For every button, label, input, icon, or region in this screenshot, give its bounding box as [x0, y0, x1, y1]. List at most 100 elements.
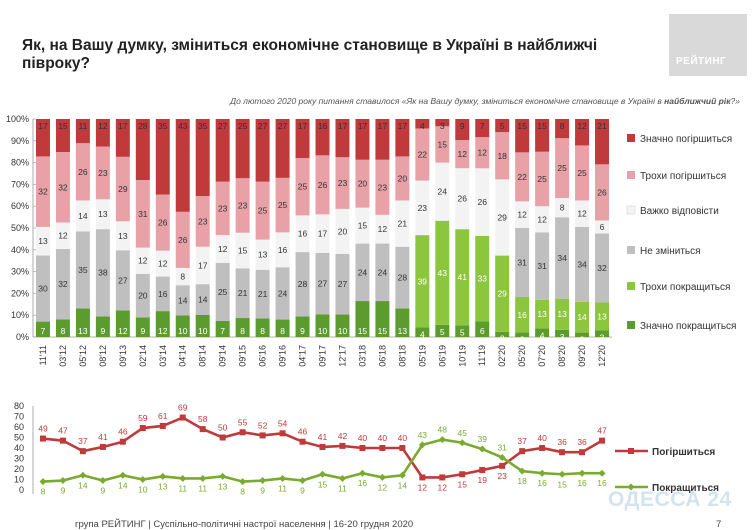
line-value-label: 41: [98, 432, 108, 442]
bar-segment: [435, 220, 450, 325]
bar-value-label: 25: [537, 174, 547, 184]
bar-segment: [435, 119, 450, 127]
y-tick-label: 50%: [11, 223, 29, 233]
bar-value-label: 31: [138, 209, 148, 219]
x-tick-label: 05'20: [517, 345, 527, 367]
line-value-label: 36: [577, 437, 587, 447]
line-y-tick-label: 20: [14, 464, 24, 474]
bar-segment: [595, 119, 610, 165]
bar-segment: [415, 119, 430, 129]
legend-label: Не зміниться: [640, 246, 701, 257]
line-value-label: 8: [240, 487, 245, 497]
bar-value-label: 20: [358, 179, 368, 189]
line-value-label: 45: [458, 428, 468, 438]
bar-value-label: 2: [520, 335, 525, 345]
series-marker: [579, 449, 586, 456]
line-value-label: 61: [158, 411, 168, 421]
bar-segment: [575, 145, 590, 201]
bar-segment: [235, 119, 250, 179]
bar-value-label: 9: [460, 121, 465, 131]
y-tick-label: 100%: [6, 114, 29, 124]
x-tick-label: 09'15: [238, 345, 248, 367]
line-value-label: 8: [41, 487, 46, 497]
bar-value-label: 24: [378, 267, 388, 277]
bar-value-label: 8: [180, 272, 185, 282]
bar-value-label: 25: [218, 287, 228, 297]
bar-segment: [495, 132, 510, 180]
bar-segment: [455, 119, 470, 141]
bar-segment: [155, 311, 170, 337]
x-tick-label: 05'12: [78, 345, 88, 367]
line-value-label: 54: [278, 418, 288, 428]
bar-segment: [395, 156, 410, 201]
bar-value-label: 25: [258, 206, 268, 216]
bar-segment: [415, 180, 430, 236]
line-value-label: 16: [597, 478, 607, 488]
bar-value-label: 9: [300, 326, 305, 336]
x-tick-label: 06'16: [258, 345, 268, 367]
bar-value-label: 17: [298, 121, 308, 131]
bar-segment: [455, 325, 470, 337]
bar-value-label: 25: [238, 121, 248, 131]
logo-text: РЕЙТИНГ: [676, 56, 727, 67]
legend-label: Значно погіршиться: [640, 134, 732, 145]
x-tick-label: 03'12: [58, 345, 68, 367]
bar-segment: [475, 321, 490, 337]
bar-segment: [515, 332, 530, 337]
line-value-label: 14: [118, 480, 128, 490]
series-marker: [519, 448, 526, 455]
note-bold: найближчий рік: [664, 96, 731, 106]
line-value-label: 40: [358, 433, 368, 443]
bar-segment: [415, 128, 430, 181]
x-tick-label: 08'20: [557, 345, 567, 367]
bar-value-label: 9: [101, 326, 106, 336]
bar-value-label: 17: [338, 121, 348, 131]
footer-source: група РЕЙТИНГ | Суспільно-політичні наст…: [75, 519, 414, 530]
bar-value-label: 23: [98, 168, 108, 178]
bar-segment: [195, 246, 210, 285]
bar-segment: [435, 324, 450, 337]
bar-value-label: 13: [258, 250, 268, 260]
bar-value-label: 25: [557, 163, 567, 173]
bar-segment: [215, 181, 230, 235]
bar-segment: [95, 146, 110, 200]
bar-value-label: 26: [318, 180, 328, 190]
line-y-tick-label: 30: [14, 454, 24, 464]
line-value-label: 11: [178, 483, 187, 493]
bar-value-label: 20: [138, 291, 148, 301]
bar-value-label: 14: [198, 295, 208, 305]
bar-value-label: 17: [398, 121, 408, 131]
bar-segment: [175, 211, 190, 268]
bar-value-label: 5: [440, 327, 445, 337]
bar-value-label: 35: [158, 121, 168, 131]
bar-segment: [595, 220, 610, 234]
bar-value-label: 12: [378, 224, 388, 234]
bar-segment: [115, 221, 130, 251]
bar-segment: [255, 181, 270, 240]
bar-value-label: 21: [398, 219, 408, 229]
bar-segment: [395, 246, 410, 309]
line-value-label: 69: [178, 403, 188, 413]
bar-value-label: 15: [358, 221, 368, 231]
bar-segment: [295, 119, 310, 159]
bar-value-label: 26: [597, 187, 607, 197]
line-value-label: 11: [198, 483, 207, 493]
bar-value-label: 8: [260, 326, 265, 336]
x-tick-label: 08'12: [98, 345, 108, 367]
bar-segment: [495, 331, 510, 337]
bar-segment: [115, 310, 130, 337]
bar-value-label: 13: [38, 236, 48, 246]
y-tick-label: 90%: [11, 136, 29, 146]
bar-segment: [115, 156, 130, 222]
bar-value-label: 15: [438, 139, 448, 149]
y-tick-label: 60%: [11, 201, 29, 211]
bar-value-label: 15: [537, 121, 547, 131]
bar-value-label: 25: [278, 200, 288, 210]
line-value-label: 11: [278, 483, 287, 493]
bar-value-label: 27: [278, 121, 288, 131]
bar-segment: [35, 321, 50, 337]
bar-value-label: 16: [278, 245, 288, 255]
bar-value-label: 20: [398, 173, 408, 183]
bar-segment: [275, 319, 290, 337]
bar-segment: [135, 273, 150, 318]
